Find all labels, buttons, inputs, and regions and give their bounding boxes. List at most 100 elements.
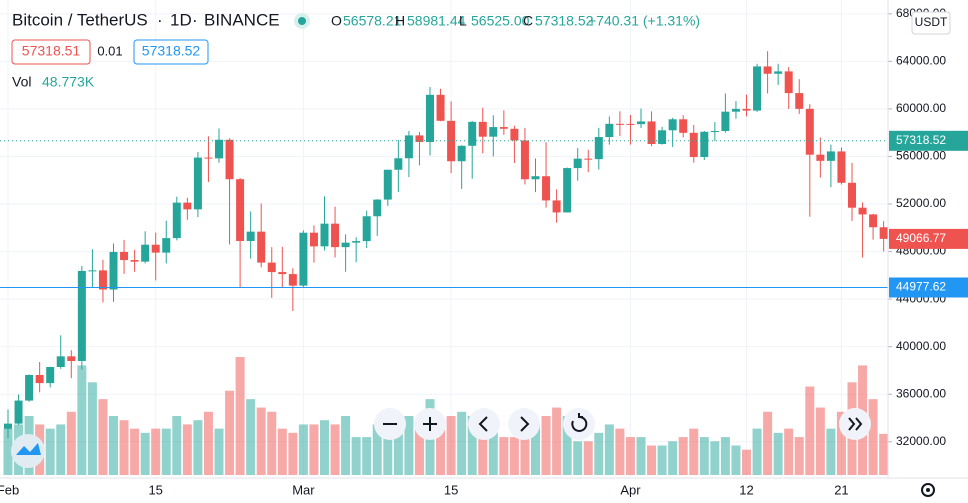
x-tick-label: 15 [444,482,458,497]
ohlc-value: 56578.21 [343,13,402,29]
volume-bar [467,416,477,475]
volume-bar [98,399,108,475]
volume-bar [625,437,635,475]
volume-bar [119,420,129,475]
candle-body [257,231,266,263]
candle-body [130,260,139,262]
scroll-right-button[interactable] [508,408,540,440]
spread: 0.01 [97,43,122,58]
reset-button[interactable] [563,408,595,440]
candle-body [478,121,487,137]
candle-body [288,274,297,286]
y-tick-label: 36000.00 [896,386,946,400]
candle-body [278,272,287,275]
currency[interactable]: USDT [915,15,948,29]
candle-body [626,123,635,125]
volume-bar [288,432,298,475]
candle-body [14,400,23,424]
volume-bar [436,428,446,475]
volume-bar [362,437,372,475]
scroll-left-button[interactable] [468,408,500,440]
volume-bar [509,437,519,475]
volume-bar [752,428,762,475]
y-tick-label: 52000.00 [896,196,946,210]
volume-bar [446,416,456,475]
ohlc-value: 56525.00 [471,13,530,29]
volume-bar [552,407,562,475]
ask[interactable]: 57318.52 [142,43,201,59]
volume-bar [879,433,889,475]
x-tick-label: 21 [834,482,848,497]
volume-bar [414,420,424,475]
volume-bar [309,424,319,475]
bid-box[interactable] [11,39,91,65]
volume-bar [668,441,678,475]
x-tick-label: Apr [620,482,641,497]
volume-label: Vol [12,74,31,90]
zoom-controls [374,408,871,440]
volume-bar [868,399,878,475]
y-tick-label: 56000.00 [896,149,946,163]
candle-body [510,128,519,141]
volume-bar [256,407,266,475]
price-label: 49066.77 [896,231,946,245]
volume-bar [784,428,794,475]
settings-button[interactable] [921,483,935,497]
candle-body [35,374,44,384]
candle-body [320,223,329,247]
candle-body [689,132,698,158]
bid[interactable]: 57318.51 [22,43,81,59]
volume-bar [404,416,414,475]
volume-bar [689,428,699,475]
candle-body [25,374,34,401]
volume-bar [520,424,530,475]
candle-body [246,231,255,241]
volume-bar [193,420,203,475]
candle-body [120,251,129,261]
x-tick-label: Mar [292,482,315,497]
volume-bar [56,424,66,475]
candle-body [774,71,783,74]
candle-body [373,199,382,217]
volume-bar [341,416,351,475]
ask-box[interactable] [133,39,209,65]
volume-bar [541,416,551,475]
volume-bar [742,449,751,475]
candle-body [98,270,107,290]
volume-bar [583,441,593,475]
volume-bar [151,428,161,475]
volume-bar [172,416,182,475]
candle-body [204,157,213,159]
candle-body [404,135,413,159]
currency-button[interactable] [911,11,951,35]
volume-bar [203,411,213,475]
ohlc-key: O [331,13,342,29]
volume-bar [457,411,467,475]
volume-bar [298,424,308,475]
candle-body [731,108,740,112]
separator: · [157,10,163,29]
candle-body [426,94,434,142]
volume-bar [161,428,171,475]
volume-bar [636,437,646,475]
volume-bar [773,432,783,475]
price-label-box [889,277,968,298]
candle-body [710,131,719,133]
candle-body [109,251,118,290]
volume-bar [246,399,256,475]
scroll-left-icon [478,416,488,432]
candle-body [647,121,656,144]
volume-bar [130,428,140,475]
candle-body [668,119,677,131]
candle-body [879,227,888,239]
y-tick-label: 64000.00 [896,54,946,68]
price-label: 44977.62 [896,280,946,294]
candle-body [341,242,350,248]
candle-body [658,130,667,144]
volume-bar [267,411,277,475]
ohlc-key: L [459,13,467,29]
candle-body [826,151,835,161]
candle-body [784,71,793,94]
